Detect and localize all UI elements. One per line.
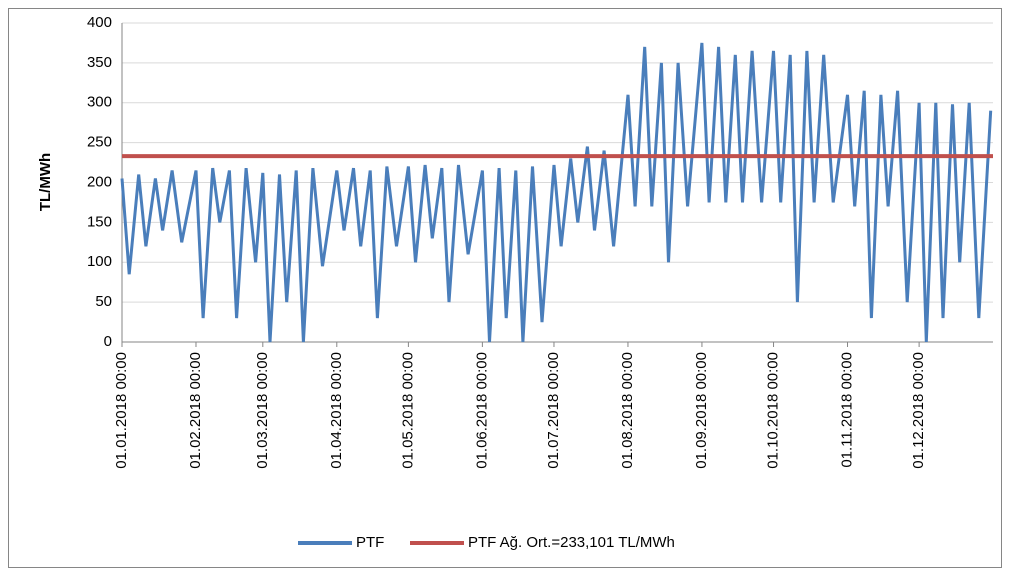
y-tick-label: 50 <box>95 293 112 310</box>
y-tick-label: 150 <box>87 213 112 230</box>
y-tick-label: 200 <box>87 173 112 190</box>
x-tick-label: 01.08.2018 00:00 <box>619 352 636 469</box>
legend-label: PTF Ağ. Ort.=233,101 TL/MWh <box>468 534 675 551</box>
y-tick-label: 300 <box>87 94 112 111</box>
x-tick-label: 01.03.2018 00:00 <box>254 352 271 469</box>
x-tick-label: 01.09.2018 00:00 <box>693 352 710 469</box>
legend-label: PTF <box>356 534 384 551</box>
x-tick-label: 01.11.2018 00:00 <box>838 352 855 468</box>
x-tick-label: 01.05.2018 00:00 <box>399 352 416 469</box>
y-axis-label: TL/MWh <box>37 153 54 211</box>
x-tick-label: 01.02.2018 00:00 <box>187 352 204 469</box>
x-tick-label: 01.07.2018 00:00 <box>545 352 562 469</box>
y-tick-label: 250 <box>87 134 112 151</box>
x-tick-label: 01.10.2018 00:00 <box>765 352 782 469</box>
x-tick-label: 01.12.2018 00:00 <box>910 352 927 469</box>
y-tick-label: 350 <box>87 54 112 71</box>
x-tick-label: 01.06.2018 00:00 <box>473 352 490 469</box>
y-tick-label: 0 <box>104 333 112 350</box>
series-line <box>120 42 993 343</box>
y-tick-label: 100 <box>87 253 112 270</box>
x-tick-label: 01.01.2018 00:00 <box>113 352 130 469</box>
y-tick-label: 400 <box>87 14 112 31</box>
x-tick-label: 01.04.2018 00:00 <box>328 352 345 469</box>
